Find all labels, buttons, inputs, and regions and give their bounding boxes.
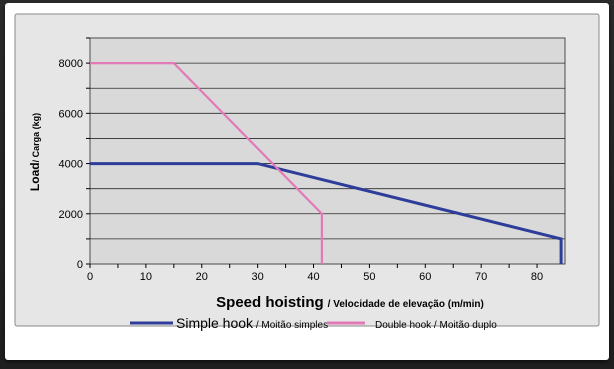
plot-area (89, 37, 566, 265)
series-line-simple-hook (90, 162, 563, 264)
x-tick-label: 40 (307, 271, 319, 283)
load-speed-chart: 0 2000 4000 6000 8000 0 10 20 30 40 50 60 70 80 Load… (14, 13, 600, 331)
y-axis-label-sub: / Carga (kg) (31, 113, 41, 163)
y-tick-label: 6000 (59, 108, 83, 120)
legend-label-double-hook: Double hook / Moitão duplo (375, 320, 497, 331)
y-tick-label: 4000 (59, 159, 83, 171)
x-tick-label: 60 (419, 271, 431, 283)
chart-panel: 0 2000 4000 6000 8000 0 10 20 30 40 50 60 70 80 Load… (5, 3, 609, 360)
x-tick-label: 10 (140, 271, 152, 283)
legend-label-double-hook-sub: / Moitão duplo (431, 320, 497, 331)
x-tick-label: 30 (252, 271, 264, 283)
y-axis-label-main: Load (28, 162, 42, 191)
legend-label-simple-hook: Simple hook / Moitão simples (176, 315, 328, 331)
legend-label-simple-hook-main: Simple hook (176, 315, 254, 331)
x-axis-label-sub: / Velocidade de elevação (m/min) (328, 299, 484, 310)
x-tick-label: 20 (196, 271, 208, 283)
y-tick-label: 0 (77, 259, 83, 271)
legend: Simple hook / Moitão simples Double hook… (130, 315, 497, 331)
y-tick-label: 2000 (59, 209, 83, 221)
series-line-double-hook (90, 61, 323, 264)
y-tick-label: 8000 (59, 58, 83, 70)
x-axis-label: Speed hoisting / Velocidade de elevação (… (216, 294, 484, 311)
x-tick-label: 70 (475, 271, 487, 283)
x-tick-label: 50 (363, 271, 375, 283)
legend-label-simple-hook-sub: / Moitão simples (253, 320, 328, 331)
y-axis-label: Load/ Carga (kg) (28, 113, 42, 191)
x-tick-label: 0 (87, 271, 93, 283)
legend-label-double-hook-main: Double hook (375, 320, 432, 331)
x-axis-label-main: Speed hoisting (216, 294, 324, 311)
x-tick-label: 80 (531, 271, 543, 283)
